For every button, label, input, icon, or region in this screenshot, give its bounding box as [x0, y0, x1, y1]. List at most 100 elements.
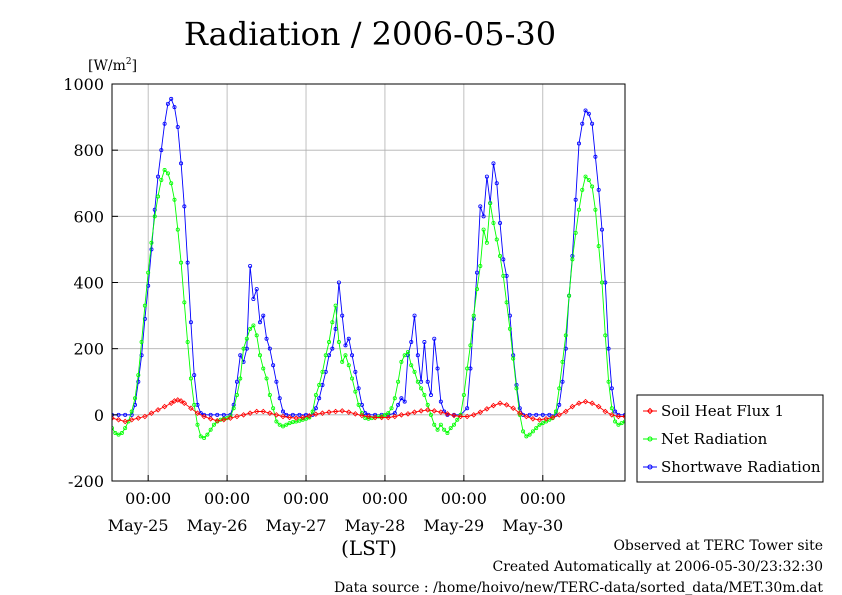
- data-point: [182, 300, 187, 305]
- data-point: [540, 412, 545, 417]
- data-point: [260, 408, 267, 415]
- data-point: [149, 247, 154, 252]
- data-point: [254, 333, 259, 338]
- data-point: [142, 413, 148, 420]
- data-point: [616, 422, 621, 427]
- data-point: [392, 413, 398, 420]
- data-point: [507, 326, 512, 331]
- data-point: [461, 392, 466, 397]
- data-point: [152, 207, 157, 212]
- data-point: [425, 379, 430, 384]
- data-point: [511, 356, 516, 361]
- data-point: [593, 154, 598, 159]
- data-point: [465, 366, 470, 371]
- data-point: [475, 270, 480, 275]
- data-point: [234, 379, 239, 384]
- data-point: [214, 418, 220, 424]
- data-point: [438, 409, 444, 415]
- data-point: [133, 396, 138, 401]
- x-tick-time-label: 00:00: [362, 489, 408, 508]
- data-point: [494, 181, 499, 186]
- data-point: [123, 426, 128, 431]
- data-point: [432, 422, 437, 427]
- data-point: [343, 353, 348, 358]
- data-point: [175, 397, 181, 403]
- data-point: [478, 263, 483, 268]
- data-point: [596, 187, 601, 192]
- data-point: [477, 409, 484, 415]
- data-point: [333, 326, 338, 331]
- data-point: [297, 412, 302, 417]
- data-point: [491, 220, 496, 225]
- data-point: [523, 413, 530, 420]
- data-point: [257, 320, 262, 325]
- data-point: [198, 434, 203, 439]
- data-point: [392, 396, 397, 401]
- data-point: [304, 416, 309, 421]
- data-point: [567, 293, 572, 298]
- data-point: [356, 402, 361, 407]
- data-point: [267, 392, 272, 397]
- data-point: [346, 336, 351, 341]
- data-point: [623, 412, 625, 417]
- x-tick-time-label: 00:00: [125, 489, 171, 508]
- series-line: [112, 97, 625, 416]
- data-point: [372, 414, 378, 421]
- data-point: [161, 403, 168, 410]
- data-point: [234, 413, 240, 420]
- y-axis-label-sup: 2: [126, 57, 132, 67]
- data-point: [615, 413, 622, 420]
- data-point: [267, 410, 273, 416]
- data-point: [573, 197, 578, 202]
- y-axis-label-end: ]: [132, 58, 137, 74]
- legend-swatch-marker: [646, 407, 654, 415]
- data-point: [343, 343, 348, 348]
- data-point: [244, 336, 249, 341]
- legend-label: Shortwave Radiation: [661, 458, 821, 476]
- data-point: [169, 181, 174, 186]
- data-point: [205, 432, 210, 437]
- data-point: [382, 412, 387, 417]
- data-point: [332, 408, 339, 415]
- data-point: [445, 431, 450, 436]
- data-point: [409, 363, 414, 368]
- x-tick-date-label: May-25: [108, 516, 169, 535]
- series-net-radiation: [112, 168, 625, 440]
- data-point: [503, 402, 510, 408]
- data-point: [514, 386, 519, 391]
- data-point: [247, 410, 253, 416]
- data-point: [280, 409, 285, 414]
- y-tick-label: 800: [73, 141, 104, 160]
- data-point: [323, 353, 328, 358]
- data-point: [241, 346, 246, 351]
- data-point: [175, 227, 180, 232]
- data-point: [465, 406, 470, 411]
- data-point: [346, 363, 351, 368]
- data-point: [340, 359, 345, 364]
- data-point: [195, 422, 200, 427]
- data-point: [115, 417, 122, 423]
- data-point: [306, 413, 313, 419]
- data-point: [201, 413, 207, 420]
- data-point: [606, 346, 611, 351]
- data-point: [248, 263, 253, 268]
- data-point: [211, 422, 216, 427]
- data-point: [172, 105, 177, 110]
- data-point: [510, 405, 516, 411]
- data-point: [468, 343, 473, 348]
- data-point: [277, 396, 282, 401]
- data-point: [481, 227, 486, 232]
- data-point: [576, 207, 581, 212]
- data-point: [411, 409, 418, 415]
- data-point: [569, 403, 576, 410]
- data-point: [609, 386, 614, 391]
- data-point: [534, 426, 539, 431]
- data-point: [162, 168, 167, 173]
- data-point: [238, 376, 243, 381]
- legend-swatch-marker: [647, 464, 653, 470]
- y-tick-label: 1000: [63, 75, 104, 94]
- data-point: [431, 408, 438, 414]
- data-point: [299, 414, 306, 421]
- x-tick-time-label: 00:00: [204, 489, 250, 508]
